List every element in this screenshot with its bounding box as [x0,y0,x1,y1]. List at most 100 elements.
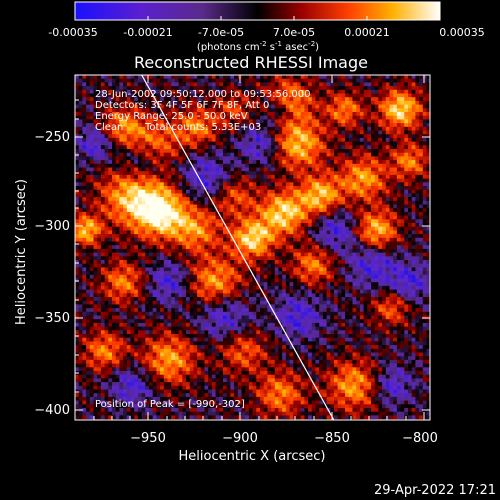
heatmap-cell [123,241,128,246]
heatmap-cell [141,345,146,350]
heatmap-cell [200,208,205,213]
heatmap-cell [134,252,139,257]
heatmap-cell [78,126,83,131]
heatmap-cell [104,359,109,364]
heatmap-cell [252,363,257,368]
heatmap-cell [89,186,94,191]
heatmap-cell [145,278,150,283]
heatmap-cell [174,337,179,342]
heatmap-cell [267,278,272,283]
heatmap-cell [137,404,142,409]
heatmap-cell [171,334,176,339]
heatmap-cell [78,267,83,272]
heatmap-cell [97,186,102,191]
heatmap-cell [126,219,131,224]
heatmap-cell [256,297,261,302]
heatmap-cell [234,160,239,165]
heatmap-cell [141,141,146,146]
heatmap-cell [223,226,228,231]
heatmap-cell [149,315,154,320]
heatmap-cell [149,219,154,224]
heatmap-cell [211,319,216,324]
heatmap-cell [234,226,239,231]
heatmap-cell [234,308,239,313]
heatmap-cell [186,82,191,87]
heatmap-cell [82,200,87,205]
heatmap-cell [89,97,94,102]
heatmap-cell [178,348,183,353]
heatmap-cell [93,215,98,220]
heatmap-cell [119,348,124,353]
heatmap-cell [189,396,194,401]
heatmap-cell [82,160,87,165]
heatmap-cell [75,289,80,294]
heatmap-cell [241,178,246,183]
heatmap-cell [219,226,224,231]
heatmap-cell [204,293,209,298]
heatmap-cell [241,293,246,298]
heatmap-cell [241,93,246,98]
heatmap-cell [75,208,80,213]
heatmap-cell [137,78,142,83]
heatmap-cell [86,171,91,176]
heatmap-cell [160,315,165,320]
heatmap-cell [82,326,87,331]
heatmap-cell [174,252,179,257]
heatmap-cell [93,226,98,231]
heatmap-cell [163,271,168,276]
heatmap-cell [189,263,194,268]
heatmap-cell [78,359,83,364]
heatmap-cell [86,315,91,320]
heatmap-cell [89,415,94,420]
heatmap-cell [219,86,224,91]
heatmap-cell [93,282,98,287]
heatmap-cell [237,141,242,146]
heatmap-cell [234,348,239,353]
heatmap-cell [245,241,250,246]
heatmap-cell [234,396,239,401]
heatmap-cell [189,374,194,379]
heatmap-cell [100,241,105,246]
heatmap-cell [97,371,102,376]
heatmap-cell [156,396,161,401]
heatmap-cell [256,126,261,131]
heatmap-cell [260,89,265,94]
heatmap-cell [75,322,80,327]
heatmap-cell [211,382,216,387]
heatmap-cell [174,396,179,401]
heatmap-cell [112,119,117,124]
heatmap-cell [112,252,117,257]
heatmap-cell [263,171,268,176]
heatmap-cell [163,248,168,253]
heatmap-cell [223,385,228,390]
heatmap-cell [115,363,120,368]
heatmap-cell [219,245,224,250]
heatmap-cell [134,415,139,420]
heatmap-cell [145,156,150,161]
heatmap-cell [256,119,261,124]
heatmap-cell [230,189,235,194]
heatmap-cell [156,97,161,102]
heatmap-cell [226,345,231,350]
heatmap-cell [189,411,194,416]
heatmap-cell [260,267,265,272]
heatmap-cell [141,186,146,191]
heatmap-cell [82,267,87,272]
heatmap-cell [167,141,172,146]
heatmap-cell [112,289,117,294]
heatmap-cell [256,234,261,239]
heatmap-cell [78,356,83,361]
heatmap-cell [97,263,102,268]
heatmap-cell [112,293,117,298]
heatmap-cell [152,304,157,309]
heatmap-cell [234,178,239,183]
heatmap-cell [130,319,135,324]
heatmap-cell [252,285,257,290]
heatmap-cell [163,186,168,191]
heatmap-cell [141,178,146,183]
heatmap-cell [267,367,272,372]
heatmap-cell [230,137,235,142]
heatmap-cell [215,223,220,228]
heatmap-cell [86,215,91,220]
heatmap-cell [152,237,157,242]
